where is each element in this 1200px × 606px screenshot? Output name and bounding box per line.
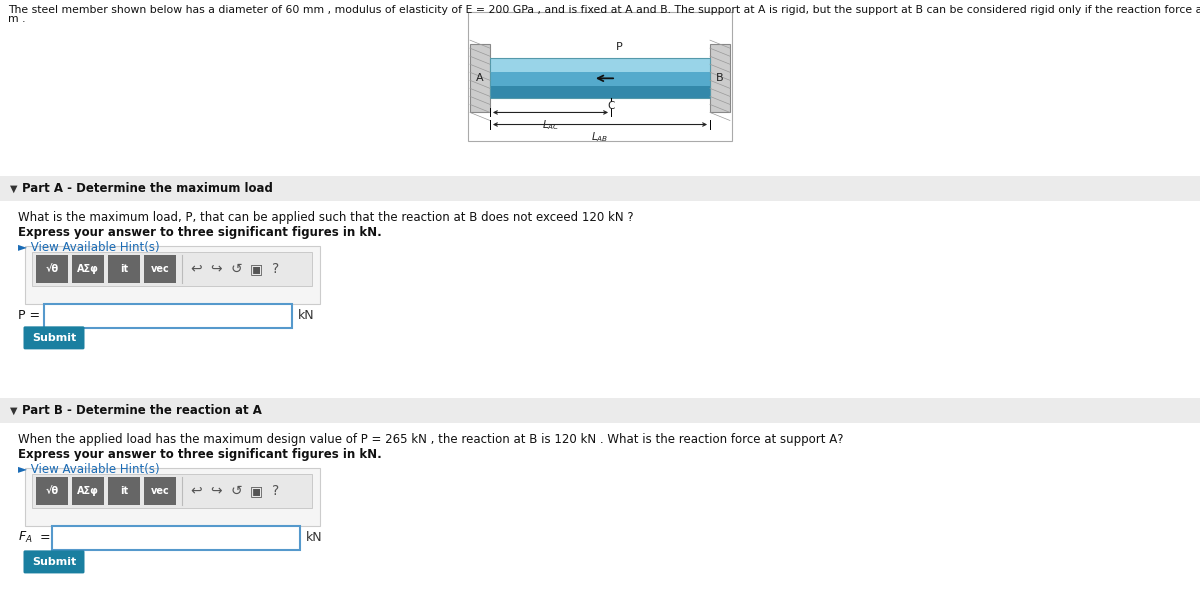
Text: it: it [120,264,128,274]
Text: What is the maximum load, P, that can be applied such that the reaction at B doe: What is the maximum load, P, that can be… [18,211,634,224]
Text: ↩: ↩ [190,262,202,276]
Text: √θ: √θ [46,264,59,274]
Text: The steel member shown below has a diameter of 60 mm , modulus of elasticity of : The steel member shown below has a diame… [8,4,1200,15]
Text: Express your answer to three significant figures in kN.: Express your answer to three significant… [18,448,382,461]
Text: √θ: √θ [46,486,59,496]
Text: AΣφ: AΣφ [77,486,98,496]
FancyBboxPatch shape [36,477,68,505]
Text: Submit: Submit [32,557,76,567]
FancyBboxPatch shape [32,252,312,286]
Text: ▣: ▣ [250,484,263,498]
Text: vec: vec [151,264,169,274]
Text: ▼: ▼ [10,184,18,194]
Bar [490,72,710,87]
Text: $L_{AC}$: $L_{AC}$ [541,119,559,132]
FancyBboxPatch shape [144,477,176,505]
Text: =: = [40,531,50,544]
Bar [490,58,710,72]
Bar [0,176,1200,201]
Text: vec: vec [151,486,169,496]
Text: AΣφ: AΣφ [77,264,98,274]
Text: $F_A$: $F_A$ [18,530,32,545]
Text: kN: kN [298,309,314,322]
Bar [470,44,490,113]
Text: it: it [120,486,128,496]
Text: Part A - Determine the maximum load: Part A - Determine the maximum load [22,182,272,195]
Text: ↺: ↺ [230,484,242,498]
FancyBboxPatch shape [52,526,300,550]
FancyBboxPatch shape [72,255,104,283]
Text: ↪: ↪ [210,484,222,498]
FancyBboxPatch shape [468,12,732,141]
Text: ► View Available Hint(s): ► View Available Hint(s) [18,241,160,254]
Text: ▣: ▣ [250,262,263,276]
Text: P =: P = [18,309,40,322]
Text: C: C [607,101,614,112]
FancyBboxPatch shape [25,246,320,304]
Text: Express your answer to three significant figures in kN.: Express your answer to three significant… [18,226,382,239]
Text: P: P [616,42,623,52]
Text: Part B - Determine the reaction at A: Part B - Determine the reaction at A [22,404,262,417]
Bar [710,44,730,113]
Bar [490,87,710,98]
Text: ► View Available Hint(s): ► View Available Hint(s) [18,463,160,476]
Text: ?: ? [272,262,280,276]
Bar [490,58,710,98]
Text: m .: m . [8,14,25,24]
FancyBboxPatch shape [108,255,140,283]
FancyBboxPatch shape [24,327,84,350]
Text: B: B [716,73,724,83]
FancyBboxPatch shape [25,468,320,526]
FancyBboxPatch shape [72,477,104,505]
FancyBboxPatch shape [44,304,292,328]
Bar [0,398,1200,422]
FancyBboxPatch shape [24,550,84,573]
Text: ↩: ↩ [190,484,202,498]
Text: ↪: ↪ [210,262,222,276]
Text: When the applied load has the maximum design value of P = 265 kN , the reaction : When the applied load has the maximum de… [18,433,844,445]
FancyBboxPatch shape [32,474,312,508]
Text: ▼: ▼ [10,405,18,416]
Text: A: A [476,73,484,83]
FancyBboxPatch shape [108,477,140,505]
FancyBboxPatch shape [144,255,176,283]
Text: Submit: Submit [32,333,76,343]
FancyBboxPatch shape [36,255,68,283]
Text: ?: ? [272,484,280,498]
Text: ↺: ↺ [230,262,242,276]
Text: kN: kN [306,531,323,544]
Text: $L_{AB}$: $L_{AB}$ [592,130,608,144]
